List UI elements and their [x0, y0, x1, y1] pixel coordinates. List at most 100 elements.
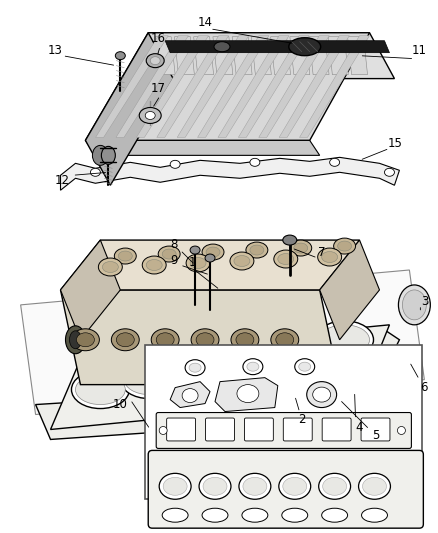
Polygon shape [85, 140, 320, 155]
Polygon shape [213, 37, 233, 75]
Ellipse shape [282, 508, 308, 522]
Ellipse shape [101, 147, 115, 164]
Ellipse shape [190, 246, 200, 254]
Ellipse shape [289, 38, 321, 55]
Ellipse shape [120, 361, 178, 399]
FancyBboxPatch shape [244, 418, 273, 441]
Polygon shape [300, 36, 369, 138]
Text: 17: 17 [151, 82, 166, 95]
Text: 5: 5 [372, 429, 379, 442]
Polygon shape [85, 33, 370, 140]
Ellipse shape [222, 345, 272, 375]
Ellipse shape [114, 248, 136, 264]
Ellipse shape [271, 335, 321, 365]
Ellipse shape [162, 508, 188, 522]
Polygon shape [328, 37, 348, 75]
Ellipse shape [295, 359, 314, 375]
Ellipse shape [279, 473, 311, 499]
Polygon shape [116, 36, 188, 138]
Ellipse shape [330, 158, 339, 166]
Polygon shape [218, 36, 289, 138]
Ellipse shape [274, 250, 298, 268]
Ellipse shape [124, 365, 174, 394]
Polygon shape [177, 36, 249, 138]
Text: 15: 15 [388, 137, 403, 150]
Ellipse shape [115, 52, 125, 60]
FancyBboxPatch shape [148, 450, 424, 528]
Ellipse shape [111, 329, 139, 351]
Ellipse shape [159, 426, 167, 434]
FancyBboxPatch shape [361, 418, 390, 441]
Ellipse shape [92, 146, 108, 165]
Ellipse shape [243, 478, 267, 495]
Ellipse shape [299, 362, 311, 371]
Ellipse shape [403, 290, 426, 320]
Polygon shape [60, 240, 360, 290]
Ellipse shape [283, 235, 297, 245]
Text: 3: 3 [422, 295, 429, 309]
Polygon shape [279, 36, 350, 138]
Polygon shape [251, 37, 271, 75]
Polygon shape [60, 290, 339, 385]
Ellipse shape [158, 246, 180, 262]
Ellipse shape [334, 238, 356, 254]
FancyBboxPatch shape [145, 345, 422, 499]
Ellipse shape [70, 331, 81, 349]
Ellipse shape [385, 168, 395, 176]
Ellipse shape [77, 333, 95, 347]
Ellipse shape [75, 375, 125, 405]
Ellipse shape [236, 333, 254, 347]
FancyBboxPatch shape [156, 413, 411, 448]
Ellipse shape [399, 285, 430, 325]
Polygon shape [155, 37, 175, 75]
Ellipse shape [90, 168, 100, 176]
Text: 14: 14 [198, 17, 212, 29]
Ellipse shape [151, 329, 179, 351]
FancyBboxPatch shape [283, 418, 312, 441]
Polygon shape [136, 36, 208, 138]
Text: 12: 12 [55, 174, 70, 187]
Polygon shape [348, 37, 367, 75]
Ellipse shape [173, 355, 223, 385]
Polygon shape [157, 36, 229, 138]
Polygon shape [232, 37, 252, 75]
Ellipse shape [321, 508, 348, 522]
Ellipse shape [316, 321, 374, 359]
Ellipse shape [230, 252, 254, 270]
Ellipse shape [250, 158, 260, 166]
Polygon shape [194, 37, 214, 75]
Ellipse shape [267, 331, 325, 369]
Ellipse shape [214, 42, 230, 52]
Ellipse shape [71, 370, 129, 409]
Polygon shape [50, 325, 389, 430]
Ellipse shape [246, 242, 268, 258]
Ellipse shape [243, 359, 263, 375]
Text: 9: 9 [170, 254, 178, 266]
Polygon shape [198, 36, 269, 138]
Ellipse shape [338, 241, 352, 251]
Ellipse shape [146, 260, 162, 270]
Text: 2: 2 [298, 413, 305, 426]
Ellipse shape [242, 508, 268, 522]
Ellipse shape [247, 362, 259, 371]
Ellipse shape [318, 248, 342, 266]
Ellipse shape [150, 56, 160, 64]
Polygon shape [165, 41, 389, 53]
Ellipse shape [290, 240, 312, 256]
Polygon shape [238, 36, 309, 138]
Text: 4: 4 [356, 421, 363, 434]
Ellipse shape [250, 245, 264, 255]
Ellipse shape [66, 326, 85, 354]
Ellipse shape [139, 108, 161, 124]
Polygon shape [21, 270, 424, 415]
Polygon shape [320, 240, 379, 340]
Polygon shape [148, 33, 395, 78]
Ellipse shape [185, 360, 205, 376]
Ellipse shape [294, 243, 308, 253]
Ellipse shape [199, 473, 231, 499]
Ellipse shape [202, 508, 228, 522]
Text: 11: 11 [412, 44, 427, 57]
Polygon shape [95, 36, 168, 138]
Ellipse shape [206, 247, 220, 257]
Ellipse shape [190, 257, 206, 269]
